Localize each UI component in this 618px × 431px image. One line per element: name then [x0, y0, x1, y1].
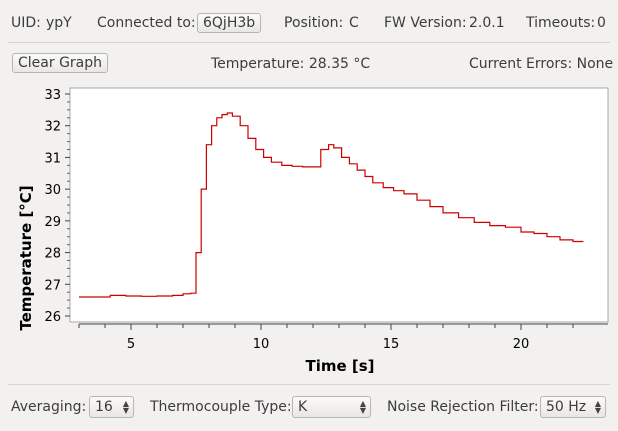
clear-graph-button[interactable]: Clear Graph [12, 53, 109, 73]
temperature-plot: 26 27 28 29 30 31 32 33 5 10 15 20 Time [s] Temper… [17, 87, 609, 375]
bottom-separator [8, 384, 610, 385]
timeouts-value: 0 [597, 15, 606, 31]
plot-area [69, 87, 609, 323]
averaging-spinbox[interactable]: 16 ▲ ▼ [89, 396, 134, 418]
thermocouple-type-value: K [298, 399, 308, 415]
averaging-value: 16 [95, 399, 113, 415]
timeouts-label: Timeouts: [526, 15, 596, 31]
uid-value: ypY [46, 15, 72, 31]
position-label: Position: [284, 15, 344, 31]
x-tick-label: 20 [513, 337, 530, 352]
spin-arrows-icon[interactable]: ▲ ▼ [122, 399, 129, 415]
y-tick-label: 27 [44, 278, 61, 293]
noise-rejection-value: 50 Hz [546, 399, 587, 415]
noise-rejection-select[interactable]: 50 Hz ▲ ▼ [540, 396, 606, 418]
y-tick-label: 30 [44, 183, 61, 198]
y-tick-label: 33 [44, 88, 61, 103]
top-separator [8, 42, 610, 43]
connected-uid-button[interactable]: 6QjH3b [197, 13, 262, 33]
combo-arrows-icon[interactable]: ▲ ▼ [594, 399, 601, 415]
uid-label: UID: [11, 15, 41, 31]
y-tick-label: 28 [44, 247, 61, 262]
fw-version-label: FW Version: [384, 15, 467, 31]
thermocouple-type-label: Thermocouple Type: [150, 399, 292, 415]
current-temperature-text: Temperature: 28.35 °C [211, 56, 371, 72]
position-value: C [349, 15, 359, 31]
y-tick-label: 26 [44, 310, 61, 325]
x-axis-label: Time [s] [305, 357, 374, 375]
combo-arrows-icon[interactable]: ▲ ▼ [359, 399, 366, 415]
noise-rejection-label: Noise Rejection Filter: [387, 399, 539, 415]
x-tick-label: 5 [127, 337, 135, 352]
series-line [79, 112, 584, 298]
thermocouple-type-select[interactable]: K ▲ ▼ [292, 396, 371, 418]
status-bar: UID: ypY Connected to: 6QjH3b Position: … [0, 10, 618, 36]
y-tick-label: 32 [44, 120, 61, 135]
y-tick-label: 29 [44, 215, 61, 230]
y-tick-label: 31 [44, 151, 61, 166]
fw-version-value: 2.0.1 [469, 15, 505, 31]
connected-label: Connected to: [97, 15, 196, 31]
x-tick-label: 15 [383, 337, 400, 352]
y-axis-label: Temperature [°C] [17, 185, 35, 330]
current-errors-text: Current Errors: None [469, 56, 614, 72]
x-tick-label: 10 [253, 337, 270, 352]
averaging-label: Averaging: [11, 399, 87, 415]
